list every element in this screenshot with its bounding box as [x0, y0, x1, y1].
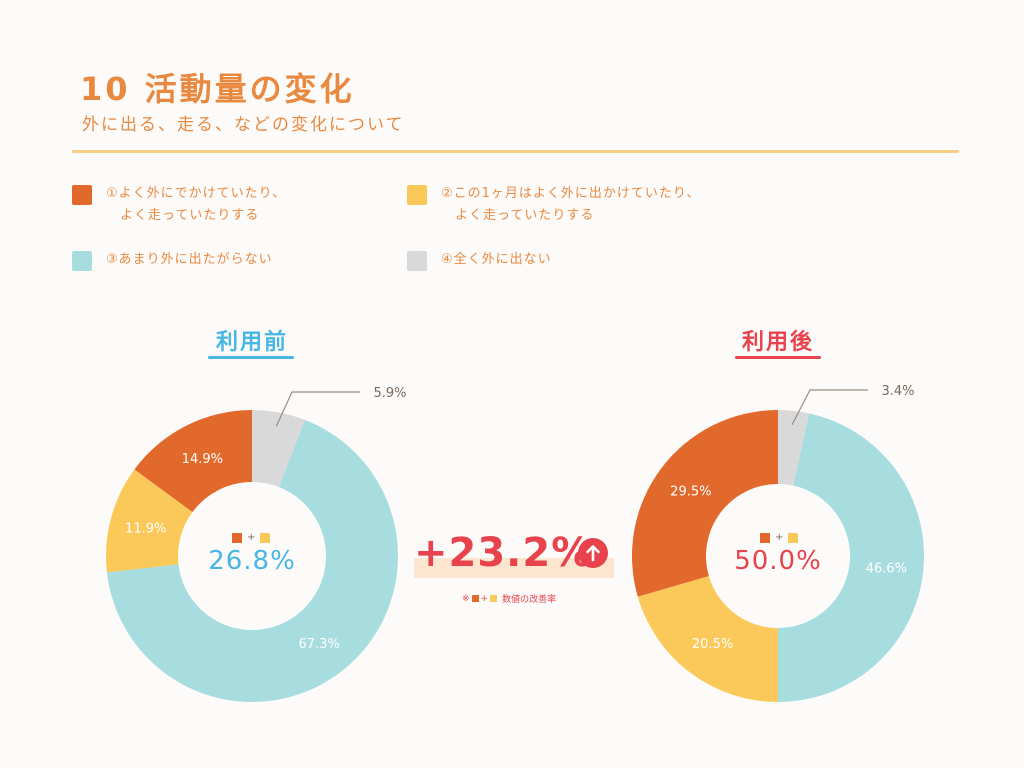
key-square-orange	[232, 532, 242, 543]
note-plus: +	[480, 593, 489, 604]
before-label: 利用前	[215, 330, 288, 355]
after-leader-line	[791, 389, 868, 426]
after-center-keys: +	[760, 532, 799, 543]
before-center-value: 26.8%	[208, 546, 296, 576]
before-slice-label-4: 5.9%	[373, 386, 406, 401]
before-slice-3	[106, 419, 399, 702]
improvement-highlight	[414, 558, 614, 578]
before-slice-2	[106, 469, 193, 573]
before-underline	[208, 356, 294, 359]
note-square-orange	[471, 595, 479, 602]
after-underline	[735, 356, 821, 359]
before-slice-label-1: 14.9%	[182, 452, 223, 467]
before-leader-line	[275, 391, 360, 427]
improvement-note: ※ + 数値の改善率	[462, 592, 557, 606]
before-slice-1	[134, 410, 252, 513]
legend-label-2: ②この1ヶ月はよく外に出かけていたり、 よく走っていたりする	[441, 186, 701, 223]
after-slice-label-4: 3.4%	[881, 384, 914, 399]
note-text: 数値の改善率	[502, 595, 557, 605]
after-slice-4	[778, 410, 809, 486]
key-square-orange	[760, 532, 770, 543]
legend-swatch-4	[407, 251, 427, 271]
legend-swatch-3	[72, 251, 92, 271]
after-slice-3	[778, 413, 924, 702]
key-square-yellow	[788, 532, 799, 543]
legend-swatch-1	[72, 185, 92, 205]
legend-label-1: ①よく外にでかけていたり、 よく走っていたりする	[106, 186, 287, 223]
after-slice-1	[632, 410, 778, 597]
after-center-value: 50.0%	[734, 546, 822, 576]
after-slice-label-2: 20.5%	[692, 637, 733, 652]
after-donut-chart: 29.5% 20.5% 46.6% 3.4%	[632, 384, 924, 702]
key-plus: +	[775, 532, 784, 543]
before-slice-label-3: 67.3%	[298, 637, 339, 652]
page-subtitle: 外に出る、走る、などの変化について	[82, 115, 405, 135]
after-slice-2	[637, 576, 778, 702]
page-title: 10 活動量の変化	[80, 70, 355, 108]
improvement-value: +23.2%	[414, 530, 593, 576]
key-plus: +	[247, 532, 256, 543]
after-slice-label-1: 29.5%	[670, 485, 711, 500]
before-slice-4	[252, 410, 305, 488]
legend-label-4: ④全く外に出ない	[441, 252, 552, 267]
note-prefix: ※	[462, 593, 470, 604]
before-slice-label-2: 11.9%	[125, 522, 166, 537]
before-donut-chart: 14.9% 11.9% 67.3% 5.9%	[106, 386, 407, 702]
before-center-keys: +	[232, 532, 271, 543]
arrow-up-icon	[578, 538, 608, 568]
after-label: 利用後	[741, 330, 814, 355]
legend-swatch-2	[407, 185, 427, 205]
legend-label-3: ③あまり外に出たがらない	[106, 252, 273, 267]
after-slice-label-3: 46.6%	[866, 562, 907, 577]
key-square-yellow	[260, 532, 271, 543]
title-divider	[72, 150, 959, 153]
note-square-yellow	[490, 595, 498, 602]
